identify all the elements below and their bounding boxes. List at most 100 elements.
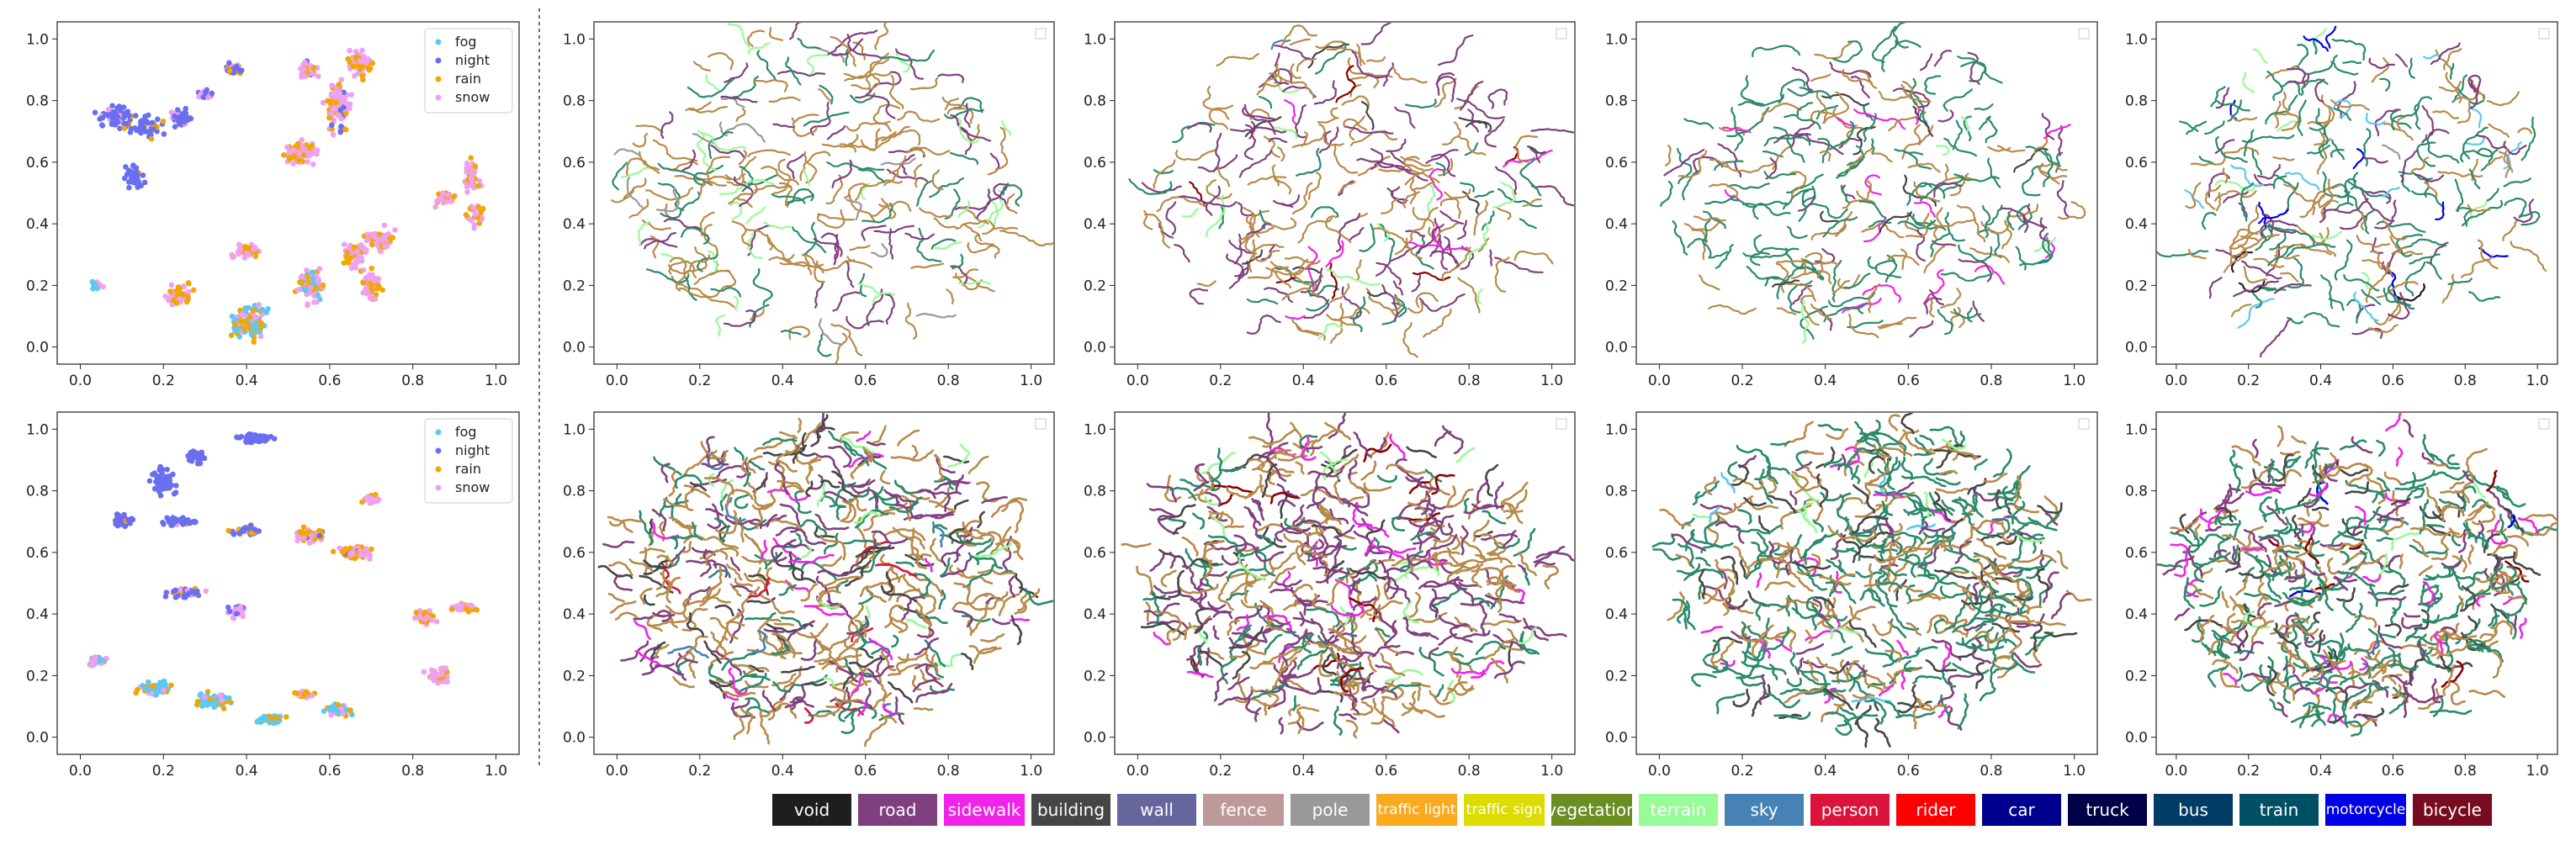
embedding-trace: [1897, 481, 1915, 493]
embedding-trace: [1394, 237, 1408, 256]
embedding-trace: [1370, 696, 1386, 725]
embedding-trace: [1459, 81, 1484, 111]
embedding-trace: [1827, 525, 1844, 540]
scatter-point: [274, 719, 280, 726]
embedding-trace: [1974, 103, 1994, 111]
embedding-trace: [1389, 433, 1406, 460]
embedding-trace: [1280, 24, 1317, 46]
embedding-trace: [746, 648, 792, 657]
embedding-trace: [725, 489, 754, 508]
embedding-trace: [1296, 550, 1328, 558]
embedding-trace: [1349, 578, 1361, 595]
scatter-cluster: [162, 585, 209, 600]
embedding-trace: [897, 110, 941, 123]
embedding-trace: [1128, 178, 1173, 195]
embedding-trace: [1968, 596, 1996, 614]
embedding-trace: [914, 663, 937, 669]
embedding-trace: [941, 556, 973, 578]
embedding-trace: [2467, 74, 2482, 93]
x-tick-label: 0.0: [2165, 763, 2187, 780]
embedding-trace: [722, 690, 756, 697]
embedding-trace: [1345, 719, 1359, 739]
y-tick-label: 1.0: [2125, 421, 2148, 438]
embedding-trace: [739, 706, 754, 735]
embedding-trace: [840, 431, 860, 444]
embedding-trace: [2383, 219, 2408, 241]
embedding-trace: [2435, 49, 2454, 71]
embedding-trace: [715, 314, 725, 337]
embedding-trace: [1799, 87, 1832, 100]
embedding-trace: [1234, 546, 1258, 553]
embedding-trace: [1381, 198, 1399, 214]
scatter-point: [358, 253, 363, 260]
scatter-point: [448, 606, 455, 612]
embedding-trace: [2372, 590, 2405, 596]
embedding-trace: [1251, 239, 1280, 262]
embedding-trace: [1738, 635, 1768, 645]
embedding-trace: [1843, 272, 1871, 289]
embedding-trace: [2517, 127, 2532, 135]
embedding-trace: [1921, 526, 1946, 532]
embedding-trace: [1140, 621, 1185, 636]
embedding-trace: [1659, 508, 1692, 526]
embedding-trace: [1399, 550, 1423, 573]
embedding-trace: [2467, 204, 2491, 213]
embedding-trace: [2274, 283, 2312, 294]
scatter-point: [157, 463, 163, 470]
embedding-trace: [1659, 180, 1673, 207]
embedding-trace: [831, 159, 853, 188]
embedding-trace: [1203, 546, 1216, 568]
embedding-trace: [1941, 500, 1955, 512]
scatter-point: [257, 333, 264, 340]
x-tick-label: 0.0: [1648, 373, 1671, 389]
embedding-trace: [1433, 587, 1468, 606]
scatter-point: [164, 467, 170, 473]
embedding-trace: [1848, 314, 1879, 339]
embedding-trace: [1373, 600, 1403, 622]
embedding-trace: [1894, 148, 1924, 156]
embedding-trace: [657, 162, 713, 186]
embedding-trace: [1390, 151, 1406, 165]
embedding-trace: [1489, 249, 1492, 267]
embedding-trace: [714, 604, 734, 616]
embedding-trace: [1488, 542, 1507, 557]
embedding-trace: [2216, 192, 2222, 212]
embedding-trace: [859, 582, 893, 597]
embedding-trace: [645, 187, 694, 201]
embedding-trace: [1796, 102, 1814, 117]
embedding-trace: [1713, 639, 1735, 664]
scatter-point: [431, 671, 437, 677]
embedding-trace: [2037, 502, 2063, 515]
x-tick-label: 0.6: [2382, 763, 2404, 780]
embedding-trace: [1727, 461, 1739, 480]
embedding-trace: [1519, 156, 1542, 197]
embedding-trace: [1352, 701, 1374, 716]
embedding-trace: [1830, 627, 1861, 640]
scatter-point: [146, 679, 151, 685]
embedding-trace: [1940, 542, 1970, 549]
scatter-point: [294, 537, 300, 544]
embedding-trace: [1481, 532, 1519, 542]
embedding-trace: [1895, 40, 1921, 48]
embedding-trace: [1462, 630, 1491, 639]
embedding-trace: [2215, 87, 2230, 109]
embedding-trace: [846, 34, 886, 60]
embedding-trace: [1481, 619, 1523, 627]
embedding-trace: [1869, 469, 1888, 483]
embedding-trace: [2411, 190, 2444, 211]
scatter-cluster: [194, 689, 234, 711]
embedding-trace: [1944, 603, 1966, 631]
embedding-trace: [1307, 246, 1318, 290]
embedding-trace: [1409, 206, 1439, 243]
embedding-trace: [771, 642, 790, 655]
embedding-trace: [752, 267, 773, 306]
embedding-trace: [977, 510, 985, 529]
scatter-point: [363, 546, 369, 553]
embedding-trace: [1732, 478, 1764, 490]
embedding-trace: [1723, 666, 1765, 679]
x-tick-label: 0.4: [2309, 373, 2332, 389]
embedding-trace: [1715, 244, 1734, 269]
embedding-trace: [1433, 554, 1439, 574]
embedding-trace: [1888, 115, 1919, 132]
embedding-trace: [1460, 246, 1475, 270]
